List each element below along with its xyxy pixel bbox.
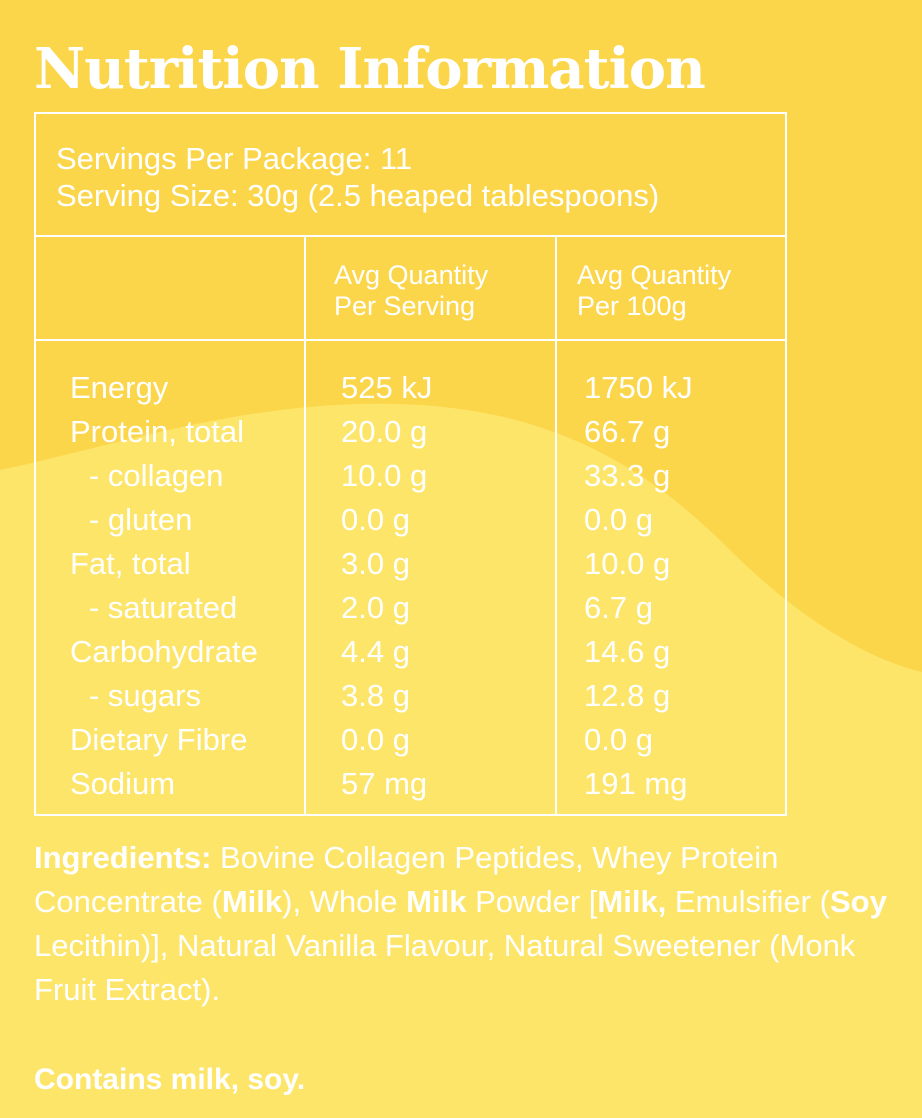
per-serving-value: 4.4 g	[341, 634, 410, 669]
allergen-milk: Milk	[221, 884, 283, 919]
per-serving-value: 0.0 g	[341, 722, 410, 757]
nutrient-name: Fat, total	[70, 546, 191, 581]
per-serving-value: 2.0 g	[341, 590, 410, 625]
table-row: Protein, total 20.0 g 66.7 g	[36, 410, 785, 454]
ingredients-part: Lecithin)], Natural Vanilla Flavour, Nat…	[34, 928, 856, 1007]
per-100g-value: 10.0 g	[584, 546, 671, 581]
nutrient-name: Energy	[70, 370, 169, 405]
allergen-milk: Milk	[406, 884, 467, 919]
column-header-per-serving: Avg Quantity Per Serving	[334, 260, 488, 322]
per-serving-value: 10.0 g	[341, 458, 428, 493]
allergen-soy: Soy	[829, 884, 887, 919]
serving-info: Servings Per Package: 11 Serving Size: 3…	[56, 140, 659, 214]
per-serving-value: 3.0 g	[341, 546, 410, 581]
per-100g-value: 12.8 g	[584, 678, 671, 713]
ingredients-part: ), Whole	[282, 884, 407, 919]
servings-per-package: Servings Per Package: 11	[56, 141, 413, 176]
per-serving-value: 0.0 g	[341, 502, 410, 537]
per-serving-value: 3.8 g	[341, 678, 410, 713]
ingredients-part: Bovine Collagen Peptides, Whey Protein C…	[34, 840, 779, 919]
per-100g-value: 33.3 g	[584, 458, 671, 493]
per-serving-value: 57 mg	[341, 766, 428, 801]
table-row: - sugars 3.8 g 12.8 g	[36, 674, 785, 718]
table-row: Carbohydrate 4.4 g 14.6 g	[36, 630, 785, 674]
column-header-per-serving-line2: Per Serving	[334, 291, 476, 321]
column-header-per-100g-line2: Per 100g	[577, 291, 687, 321]
ingredients-text: Ingredients: Bovine Collagen Peptides, W…	[34, 836, 904, 1012]
nutrient-name: Dietary Fibre	[70, 722, 248, 757]
column-header-per-100g: Avg Quantity Per 100g	[577, 260, 731, 322]
allergen-statement: Contains milk, soy.	[34, 1063, 306, 1096]
serving-size: Serving Size: 30g (2.5 heaped tablespoon…	[56, 178, 660, 213]
nutrient-name: - collagen	[89, 458, 224, 493]
table-row: - gluten 0.0 g 0.0 g	[36, 498, 785, 542]
nutrient-name: - saturated	[89, 590, 238, 625]
per-serving-value: 20.0 g	[341, 414, 428, 449]
per-100g-value: 191 mg	[584, 766, 688, 801]
per-serving-value: 525 kJ	[341, 370, 433, 405]
table-row: Dietary Fibre 0.0 g 0.0 g	[36, 718, 785, 762]
table-row: Sodium 57 mg 191 mg	[36, 762, 785, 806]
nutrition-table: Servings Per Package: 11 Serving Size: 3…	[34, 112, 787, 816]
nutrient-name: - sugars	[89, 678, 201, 713]
page-title: Nutrition Information	[34, 36, 706, 102]
table-row: - collagen 10.0 g 33.3 g	[36, 454, 785, 498]
table-row: Fat, total 3.0 g 10.0 g	[36, 542, 785, 586]
per-100g-value: 6.7 g	[584, 590, 653, 625]
table-row: - saturated 2.0 g 6.7 g	[36, 586, 785, 630]
divider-column-2	[555, 235, 557, 816]
per-100g-value: 14.6 g	[584, 634, 671, 669]
divider-serving	[36, 235, 785, 237]
nutrient-name: - gluten	[89, 502, 193, 537]
column-header-per-serving-line1: Avg Quantity	[334, 260, 489, 290]
nutrient-name: Carbohydrate	[70, 634, 258, 669]
per-100g-value: 0.0 g	[584, 722, 653, 757]
background-wave	[0, 403, 922, 1118]
allergen-milk: Milk,	[597, 884, 667, 919]
column-header-per-100g-line1: Avg Quantity	[577, 260, 732, 290]
ingredients-part: Emulsifier (	[666, 884, 830, 919]
nutrient-name: Sodium	[70, 766, 176, 801]
per-100g-value: 0.0 g	[584, 502, 653, 537]
table-row: Energy 525 kJ 1750 kJ	[36, 366, 785, 410]
ingredients-label: Ingredients:	[34, 840, 212, 875]
per-100g-value: 1750 kJ	[584, 370, 693, 405]
per-100g-value: 66.7 g	[584, 414, 671, 449]
divider-header	[36, 339, 785, 341]
ingredients-part: Powder [	[466, 884, 598, 919]
nutrient-name: Protein, total	[70, 414, 245, 449]
divider-column-1	[304, 235, 306, 816]
